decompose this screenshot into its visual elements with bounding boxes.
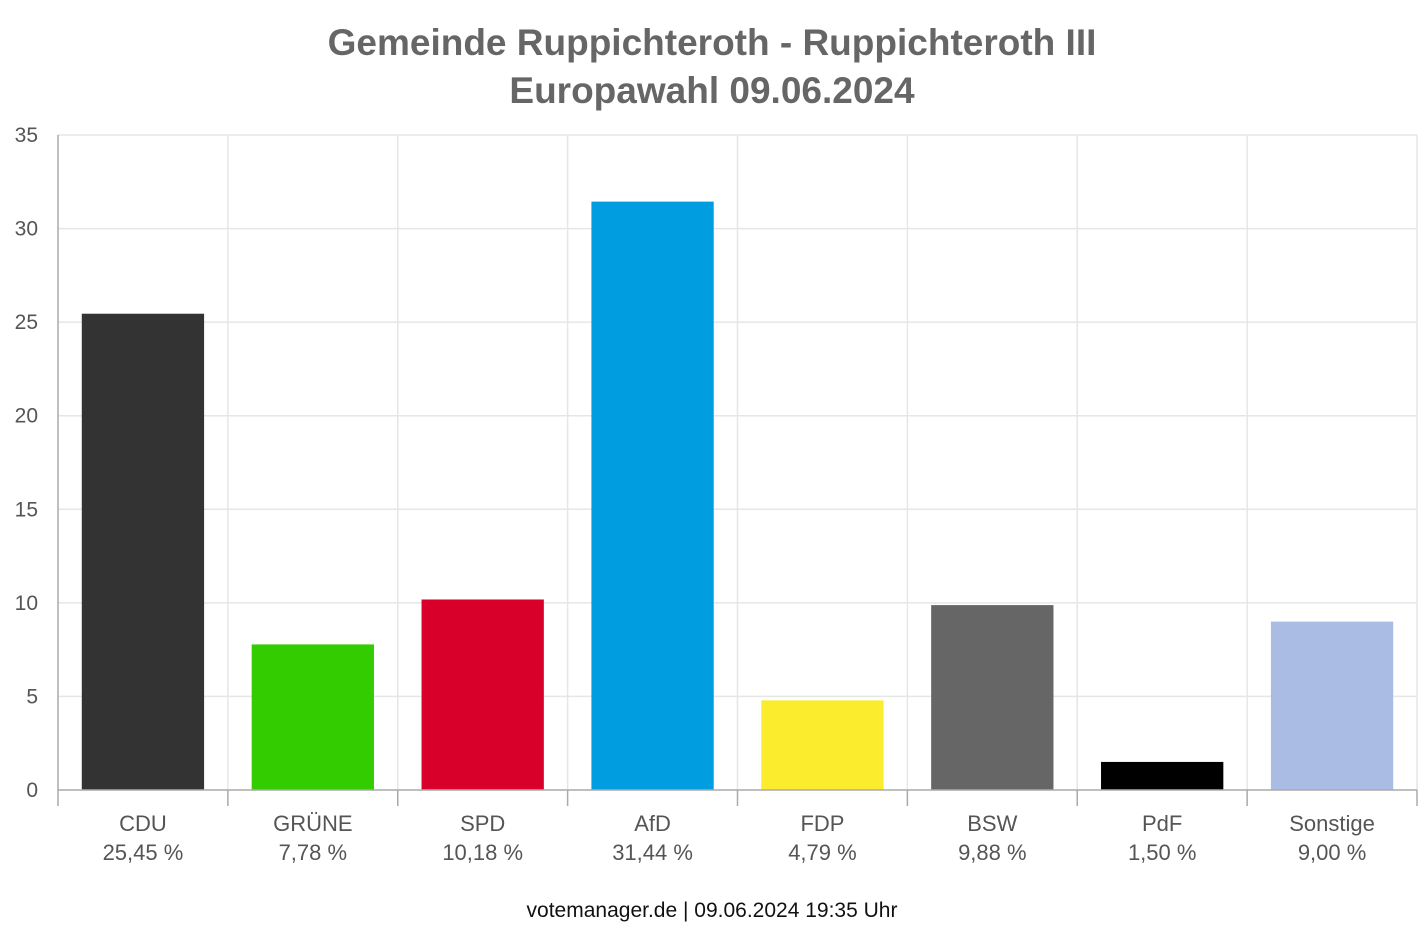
chart-title-line-2: Europawahl 09.06.2024 [509,70,915,111]
y-tick-label: 35 [15,124,38,147]
grid [58,134,1418,790]
x-value-label: 9,00 % [1298,840,1367,865]
bar-spd [421,599,544,790]
chart-title-line-1: Gemeinde Ruppichteroth - Ruppichteroth I… [327,22,1097,63]
x-category-label: GRÜNE [273,811,352,836]
y-tick-label: 30 [15,218,38,241]
y-tick-label: 5 [26,685,38,708]
bar-bsw [931,605,1054,790]
bar-sonstige [1270,621,1394,790]
x-value-label: 10,18 % [442,840,523,865]
bar-afd [591,201,714,790]
axes [57,135,1418,806]
x-category-label: AfD [634,811,671,836]
y-tick-label: 15 [15,498,38,521]
bar-grüne [251,644,374,790]
x-category-label: CDU [119,811,167,836]
x-value-label: 31,44 % [612,840,693,865]
y-tick-label: 20 [15,405,38,428]
x-category-label: SPD [460,811,505,836]
x-value-label: 7,78 % [279,840,348,865]
x-value-label: 4,79 % [788,840,857,865]
y-tick-label: 0 [26,779,38,802]
x-category-label: PdF [1142,811,1182,836]
bars [81,201,1394,790]
labels: 0 5 10 15 20 25 30 35 CDU 25,45 % GRÜNE 7,78 % SPD 10… [15,124,1375,865]
x-category-label: BSW [967,811,1017,836]
x-category-label: FDP [800,811,844,836]
bar-pdf [1101,761,1224,790]
bar-fdp [761,700,884,790]
footer-source: votemanager.de | 09.06.2024 19:35 Uhr [526,899,898,922]
y-tick-label: 10 [15,592,38,615]
y-tick-label: 25 [15,311,38,334]
bar-cdu [81,313,205,790]
x-category-label: Sonstige [1289,811,1375,836]
x-value-label: 25,45 % [103,840,184,865]
x-value-label: 9,88 % [958,840,1027,865]
x-value-label: 1,50 % [1128,840,1197,865]
